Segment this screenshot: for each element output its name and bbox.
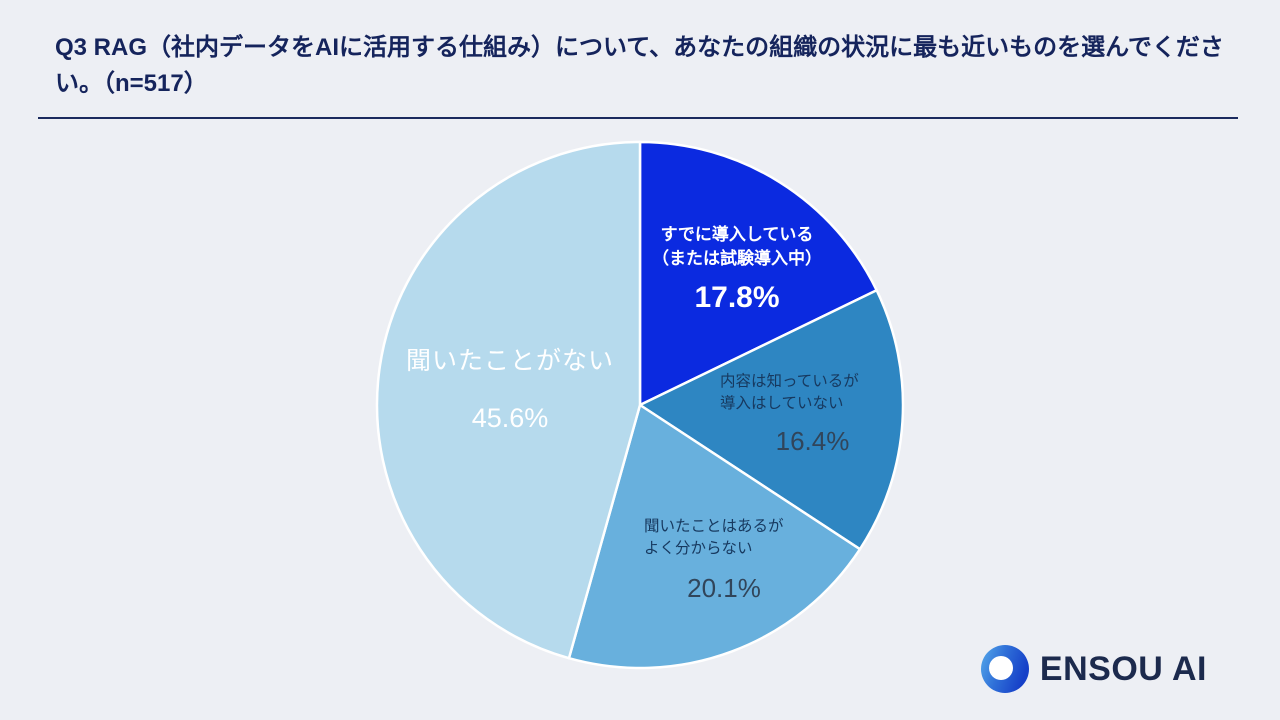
slice-callout-adopted: すでに導入している （または試験導入中） 17.8% bbox=[652, 223, 822, 315]
pie-slice-1 bbox=[638, 289, 905, 551]
chart-title: Q3 RAG（社内データをAIに活用する仕組み）について、あなたの組織の状況に最… bbox=[55, 34, 1224, 97]
slice-callout-known-not-adopted: 内容は知っているが 導入はしていない 16.4% bbox=[720, 371, 905, 457]
slice-percent: 16.4% bbox=[775, 425, 850, 456]
slice-callout-never-heard: 聞いたことがない 45.6% bbox=[406, 341, 614, 434]
slice-label: 内容は知っているが 導入はしていない bbox=[720, 373, 859, 413]
pie-slice-2 bbox=[567, 403, 862, 670]
pie-slice-0 bbox=[638, 140, 878, 407]
brand-logo: ENSOU AI bbox=[980, 645, 1207, 693]
slice-percent: 45.6% bbox=[471, 403, 549, 433]
slice-callout-heard-unclear: 聞いたことはあるが よく分からない 20.1% bbox=[644, 516, 804, 604]
ensou-logo-icon bbox=[980, 645, 1029, 693]
pie-chart-canvas bbox=[375, 140, 905, 670]
pie-slice-3 bbox=[375, 140, 642, 660]
pie-chart: すでに導入している （または試験導入中） 17.8% 内容は知っているが 導入は… bbox=[370, 135, 910, 675]
slice-label: すでに導入している （または試験導入中） bbox=[652, 225, 822, 268]
slice-label: 聞いたことがない bbox=[405, 347, 615, 375]
slice-label: 聞いたことはあるが よく分からない bbox=[644, 518, 784, 558]
brand-name: ENSOU AI bbox=[1039, 649, 1207, 688]
slice-percent: 17.8% bbox=[694, 280, 780, 314]
title-divider bbox=[38, 117, 1238, 119]
slice-percent: 20.1% bbox=[687, 572, 761, 603]
